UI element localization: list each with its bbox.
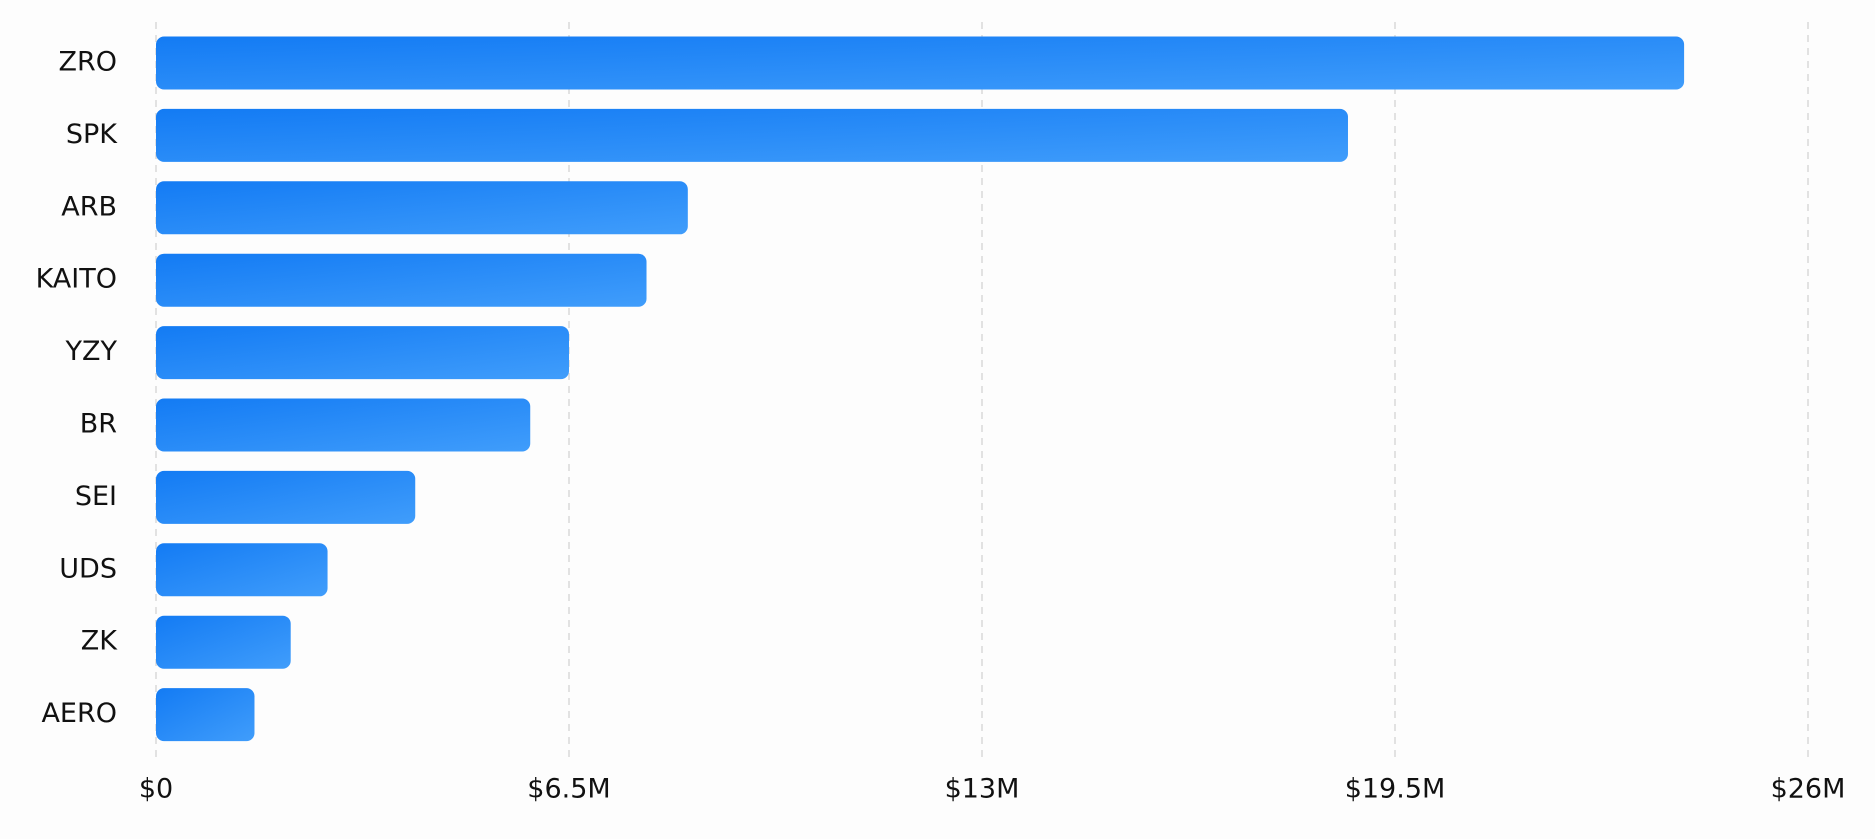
bar (156, 108, 1348, 162)
x-tick-label: $6.5M (527, 774, 610, 805)
y-tick-label: KAITO (36, 264, 117, 295)
bar (156, 253, 647, 307)
bar (156, 398, 531, 452)
x-tick-label: $0 (139, 774, 173, 805)
bar (156, 470, 416, 524)
y-tick-label: UDS (59, 553, 117, 584)
bar (156, 688, 255, 742)
y-tick-label: SEI (75, 481, 117, 512)
y-tick-label: SPK (66, 119, 118, 150)
bar (156, 326, 569, 380)
x-tick-label: $26M (1771, 774, 1846, 805)
bar (156, 36, 1685, 90)
y-tick-label: AERO (41, 698, 117, 729)
bar (156, 181, 688, 235)
y-tick-label: YZY (65, 336, 118, 367)
y-tick-label: ZRO (58, 47, 117, 78)
y-tick-label: BR (80, 409, 117, 440)
bar (156, 615, 291, 669)
bar (156, 543, 328, 597)
y-tick-label: ARB (61, 191, 117, 222)
x-tick-label: $19.5M (1345, 774, 1446, 805)
x-tick-label: $13M (945, 774, 1020, 805)
y-tick-label: ZK (81, 626, 118, 657)
